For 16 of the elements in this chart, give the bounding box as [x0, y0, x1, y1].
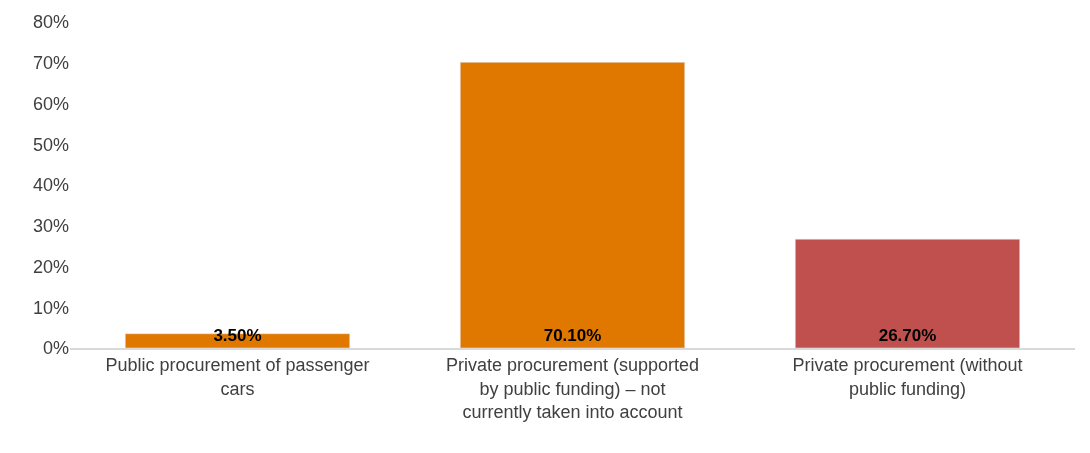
y-tick-label: 20%: [32, 256, 69, 277]
x-tick-label: Private procurement (supported by public funding) – not currently taken into account: [445, 355, 700, 423]
y-tick-label: 10%: [32, 297, 69, 318]
y-tick-label: 60%: [32, 93, 69, 114]
y-tick-label: 30%: [32, 216, 69, 237]
y-tick-label: 80%: [32, 12, 69, 33]
y-tick-label: 40%: [32, 175, 69, 196]
x-tick-label: Public procurement of passenger cars: [105, 355, 370, 399]
y-tick-label: 50%: [32, 134, 69, 155]
bar: [795, 238, 1020, 348]
y-tick-label: 70%: [32, 53, 69, 74]
y-tick-label: 0%: [42, 338, 69, 359]
x-tick-label: Private procurement (without public funding): [792, 355, 1023, 399]
data-label: 70.10%: [543, 326, 602, 345]
data-label: 26.70%: [878, 326, 937, 345]
bar: [460, 62, 685, 348]
